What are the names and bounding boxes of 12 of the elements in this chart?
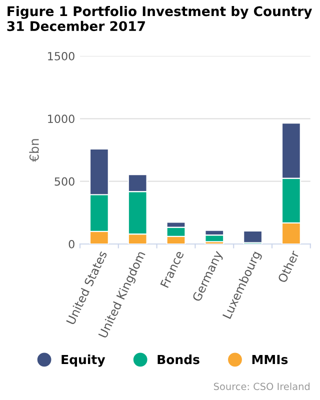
y-tick-label: 0 [68,240,74,248]
y-tick-label: 500 [54,177,74,186]
x-tick-label: Other [277,250,300,284]
legend-label: MMIs [252,354,288,364]
legend-label: Equity [62,354,106,367]
y-tick-label: 1000 [48,114,74,124]
legend-label: Bonds [158,354,200,364]
bar [243,230,263,244]
chart-title: Figure 1 Portfolio Investment by Country 31 December 2017 [7,6,312,32]
y-axis-title: €bn [29,139,39,162]
y-tick-label: 1500 [48,52,74,60]
source-note: Source: CSO Ireland [214,382,310,390]
